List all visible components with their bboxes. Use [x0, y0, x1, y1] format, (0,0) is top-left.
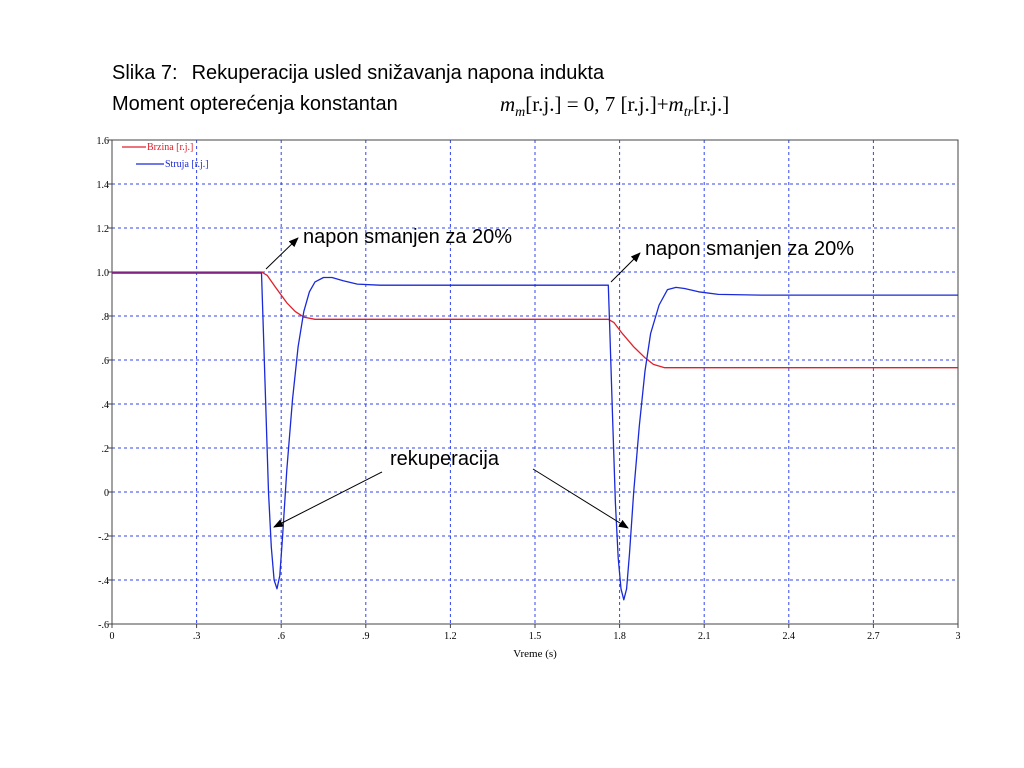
series-lines: [112, 271, 958, 601]
formula-mtr-sub: tr: [683, 105, 694, 120]
axis-ticks: 0 .3 .6 .9 1.2 1.5 1.8 2.1 2.4 2.7 3 1.6 1.4 1.2 1.0 .8…: [97, 136, 961, 642]
figure-title-line-1: Slika 7: Rekuperacija usled snižavanja na…: [112, 62, 604, 85]
x-tick-label: 3: [956, 631, 961, 642]
y-tick-label: .4: [102, 400, 110, 411]
y-tick-label: .2: [102, 444, 110, 455]
legend: Brzina [r.j.] Struja [r.j.]: [122, 142, 209, 170]
formula-unit-2: [r.j.]: [620, 92, 657, 116]
y-tick-label: -.4: [98, 576, 109, 587]
figure-caption: Rekuperacija usled snižavanja napona ind…: [191, 62, 605, 84]
x-tick-label: .9: [362, 631, 370, 642]
formula-unit-3: [r.j.]: [693, 92, 730, 116]
x-tick-label: 2.1: [698, 631, 711, 642]
formula-eq: = 0, 7: [566, 92, 616, 116]
formula-m: m: [500, 92, 516, 116]
x-tick-label: 2.4: [783, 631, 796, 642]
y-tick-label: 0: [104, 488, 109, 499]
y-tick-label: -.2: [98, 532, 109, 543]
annotation-voltage-drop-1: napon smanjen za 20%: [303, 226, 512, 248]
formula-m-sub: m: [515, 105, 526, 120]
load-torque-formula: mm[r.j.] = 0, 7 [r.j.]+mtr[r.j.]: [500, 92, 729, 121]
load-torque-caption: Moment opterećenja konstantan: [112, 93, 398, 115]
formula-plus: +: [656, 92, 669, 116]
legend-label-struja: Struja [r.j.]: [165, 159, 209, 170]
series-line-struja: [112, 272, 958, 601]
x-tick-label: 1.5: [529, 631, 542, 642]
legend-label-brzina: Brzina [r.j.]: [147, 142, 193, 153]
y-tick-label: 1.4: [97, 180, 110, 191]
series-line-brzina: [112, 271, 958, 369]
annotation-regeneration: rekuperacija: [390, 448, 500, 470]
annotation-arrow-1: [265, 237, 299, 270]
x-axis-label: Vreme (s): [513, 648, 557, 660]
y-tick-label: .6: [102, 356, 110, 367]
x-tick-label: 0: [110, 631, 115, 642]
annotation-arrow-3a: [273, 471, 383, 528]
figure-number: Slika 7:: [112, 62, 178, 84]
annotation-voltage-drop-2: napon smanjen za 20%: [645, 238, 854, 260]
y-tick-label: 1.6: [97, 136, 110, 147]
y-tick-label: 1.2: [97, 224, 110, 235]
grid-lines: [112, 140, 958, 624]
x-tick-label: 1.8: [613, 631, 626, 642]
y-tick-label: .8: [102, 312, 110, 323]
y-tick-label: 1.0: [97, 268, 110, 279]
x-tick-label: .6: [277, 631, 285, 642]
y-tick-label: -.6: [98, 620, 109, 631]
annotation-arrow-3b: [532, 468, 629, 529]
x-tick-label: 2.7: [867, 631, 880, 642]
formula-mtr: m: [668, 92, 684, 116]
annotation-arrow-2: [610, 252, 641, 283]
x-tick-label: 1.2: [444, 631, 457, 642]
figure-title-line-2: Moment opterećenja konstantan: [112, 93, 398, 116]
x-tick-label: .3: [193, 631, 201, 642]
formula-unit-1: [r.j.]: [525, 92, 562, 116]
